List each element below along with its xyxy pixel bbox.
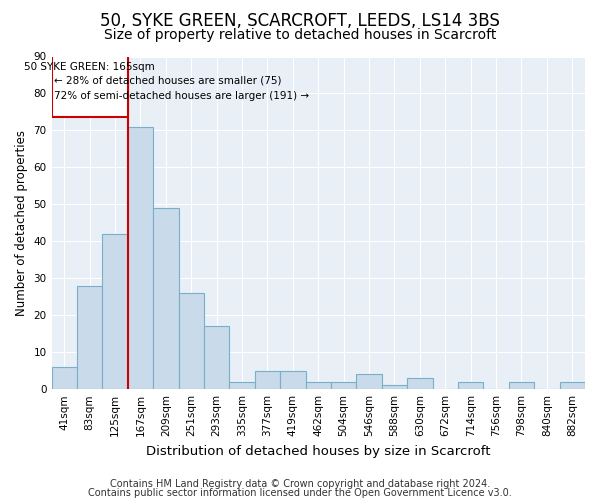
Text: Contains public sector information licensed under the Open Government Licence v3: Contains public sector information licen… (88, 488, 512, 498)
Text: Contains HM Land Registry data © Crown copyright and database right 2024.: Contains HM Land Registry data © Crown c… (110, 479, 490, 489)
X-axis label: Distribution of detached houses by size in Scarcroft: Distribution of detached houses by size … (146, 444, 491, 458)
Bar (52, 54, 128, 118)
Text: 72% of semi-detached houses are larger (191) →: 72% of semi-detached houses are larger (… (53, 90, 308, 101)
Text: 50, SYKE GREEN, SCARCROFT, LEEDS, LS14 3BS: 50, SYKE GREEN, SCARCROFT, LEEDS, LS14 3… (100, 12, 500, 30)
Bar (128, 126, 153, 389)
Bar (280, 370, 305, 389)
Bar (52, 367, 77, 389)
Bar (458, 382, 484, 389)
Bar (407, 378, 433, 389)
Bar (356, 374, 382, 389)
Bar (305, 382, 331, 389)
Bar (103, 234, 128, 389)
Text: 50 SYKE GREEN: 165sqm: 50 SYKE GREEN: 165sqm (24, 62, 155, 72)
Bar (153, 208, 179, 389)
Bar (229, 382, 255, 389)
Bar (204, 326, 229, 389)
Bar (255, 370, 280, 389)
Bar (179, 293, 204, 389)
Text: Size of property relative to detached houses in Scarcroft: Size of property relative to detached ho… (104, 28, 496, 42)
Bar (331, 382, 356, 389)
Bar (382, 386, 407, 389)
Y-axis label: Number of detached properties: Number of detached properties (15, 130, 28, 316)
Bar (77, 286, 103, 389)
Bar (560, 382, 585, 389)
Text: ← 28% of detached houses are smaller (75): ← 28% of detached houses are smaller (75… (53, 76, 281, 86)
Bar (509, 382, 534, 389)
